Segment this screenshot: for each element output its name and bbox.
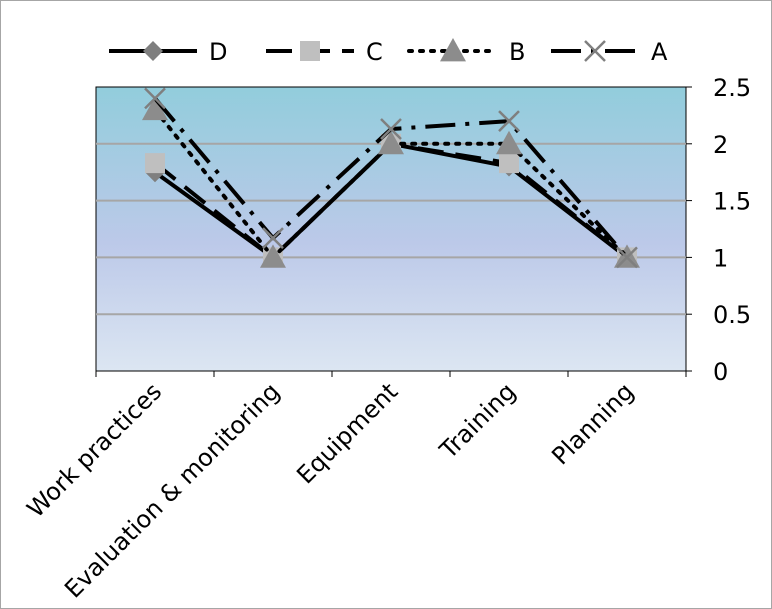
point-B-0 [142, 96, 168, 121]
y-tick-label-5: 2.5 [713, 74, 751, 102]
y-tick-label-4: 2 [713, 131, 728, 159]
point-A-4 [616, 246, 638, 269]
x-tick-label-4: Planning [546, 377, 639, 470]
point-A-1 [262, 227, 284, 249]
legend-label-A: A [651, 38, 668, 66]
legend-marker-D [143, 41, 163, 61]
point-B-3 [496, 130, 522, 155]
legend-entry-A: A [551, 38, 668, 66]
y-tick-label-3: 1.5 [713, 188, 751, 216]
x-tick-label-2: Equipment [291, 377, 403, 489]
series-B [142, 96, 640, 268]
y-axis: 0 0.5 1 1.5 2 2.5 [95, 74, 751, 386]
legend-marker-B [440, 38, 466, 62]
point-C-0 [145, 153, 165, 174]
y-tick-label-2: 1 [713, 244, 728, 272]
x-tick-label-1: Evaluation & monitoring [59, 377, 285, 603]
point-A-3 [498, 110, 520, 132]
legend-entry-B: B [407, 38, 525, 66]
point-A-2 [380, 118, 402, 140]
series-A [144, 87, 638, 269]
y-tick-label-1: 0.5 [713, 301, 751, 329]
y-tick-label-0: 0 [713, 358, 728, 386]
point-B-2 [378, 130, 404, 155]
point-C-3 [499, 153, 519, 174]
x-tick-label-3: Training [434, 377, 521, 464]
legend-label-D: D [209, 38, 227, 66]
point-A-0 [144, 87, 166, 110]
legend-label-B: B [509, 38, 525, 66]
point-B-1 [260, 244, 286, 268]
series-layer [142, 87, 640, 269]
legend-marker-A [584, 40, 606, 62]
legend-entry-D: D [109, 38, 227, 66]
legend-marker-C [300, 41, 320, 61]
legend-label-C: C [366, 38, 383, 66]
legend-entry-C: C [266, 38, 383, 66]
